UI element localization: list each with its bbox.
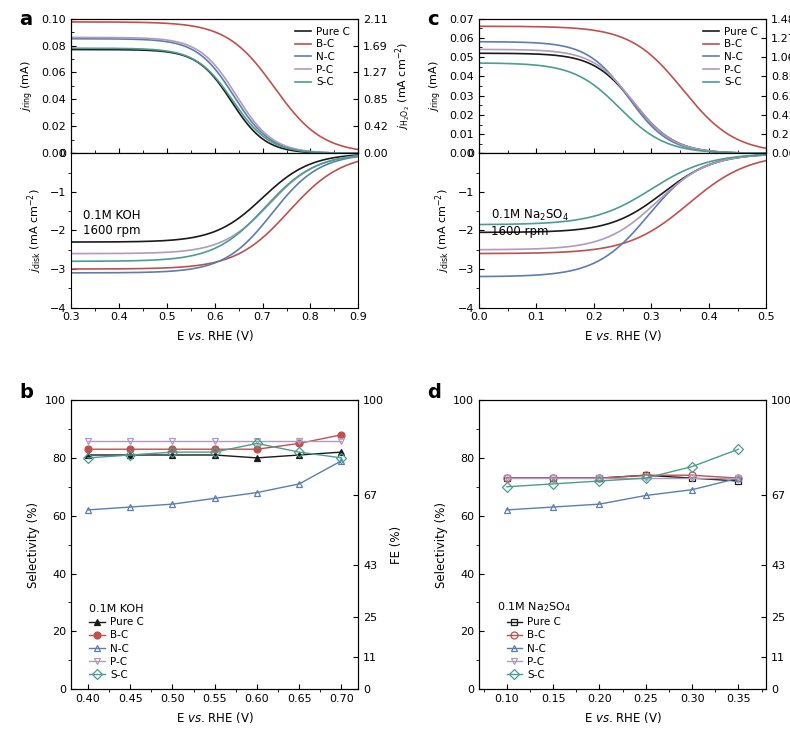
Y-axis label: $j_{\rm ring}$ (mA): $j_{\rm ring}$ (mA) bbox=[427, 60, 444, 112]
Text: b: b bbox=[20, 383, 33, 402]
Legend: Pure C, B-C, N-C, P-C, S-C: Pure C, B-C, N-C, P-C, S-C bbox=[493, 597, 575, 684]
Y-axis label: $j_{\rm H_2O_2}$ (mA cm$^{-2}$): $j_{\rm H_2O_2}$ (mA cm$^{-2}$) bbox=[393, 41, 413, 130]
Text: 0.1M KOH
1600 rpm: 0.1M KOH 1600 rpm bbox=[83, 209, 140, 237]
X-axis label: E $\it{vs}$. RHE (V): E $\it{vs}$. RHE (V) bbox=[584, 710, 662, 725]
Y-axis label: $j_{\rm ring}$ (mA): $j_{\rm ring}$ (mA) bbox=[20, 60, 36, 112]
Text: c: c bbox=[427, 10, 439, 30]
Y-axis label: Selectivity (%): Selectivity (%) bbox=[27, 502, 40, 588]
Legend: Pure C, B-C, N-C, P-C, S-C: Pure C, B-C, N-C, P-C, S-C bbox=[700, 24, 761, 90]
Legend: Pure C, B-C, N-C, P-C, S-C: Pure C, B-C, N-C, P-C, S-C bbox=[85, 600, 148, 684]
Y-axis label: $j_{\rm disk}$ (mA cm$^{-2}$): $j_{\rm disk}$ (mA cm$^{-2}$) bbox=[25, 188, 44, 273]
Legend: Pure C, B-C, N-C, P-C, S-C: Pure C, B-C, N-C, P-C, S-C bbox=[292, 24, 353, 90]
Text: 0.1M Na$_2$SO$_4$
1600 rpm: 0.1M Na$_2$SO$_4$ 1600 rpm bbox=[491, 207, 568, 238]
X-axis label: E $\it{vs}$. RHE (V): E $\it{vs}$. RHE (V) bbox=[175, 710, 254, 725]
Text: a: a bbox=[20, 10, 32, 30]
Y-axis label: Selectivity (%): Selectivity (%) bbox=[435, 502, 448, 588]
X-axis label: E $\it{vs}$. RHE (V): E $\it{vs}$. RHE (V) bbox=[175, 328, 254, 343]
Y-axis label: FE (%): FE (%) bbox=[389, 525, 403, 564]
X-axis label: E $\it{vs}$. RHE (V): E $\it{vs}$. RHE (V) bbox=[584, 328, 662, 343]
Y-axis label: $j_{\rm disk}$ (mA cm$^{-2}$): $j_{\rm disk}$ (mA cm$^{-2}$) bbox=[434, 188, 452, 273]
Text: d: d bbox=[427, 383, 441, 402]
